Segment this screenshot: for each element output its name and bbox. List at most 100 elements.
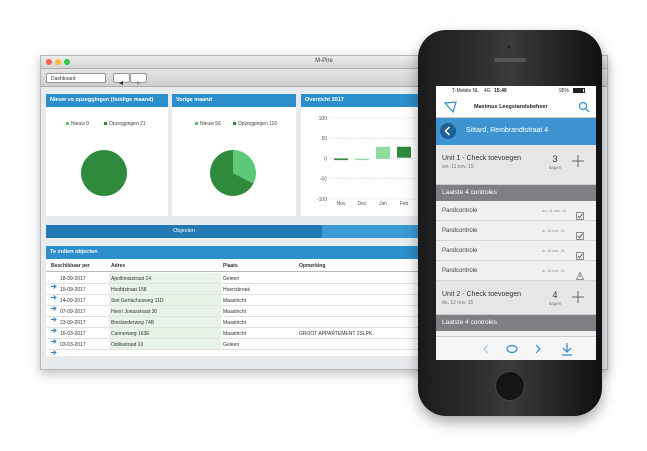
table-cell: 03-03-2017: [60, 342, 86, 348]
legend-swatch: [233, 122, 236, 125]
time: 15:46: [494, 88, 507, 94]
unit-days-label: dagen: [548, 165, 562, 170]
back-button[interactable]: [440, 123, 456, 139]
check-date: di. 10 nov. 15: [542, 229, 565, 233]
arrow-icon: [51, 328, 57, 333]
check-date: di. 10 nov. 15: [542, 249, 565, 253]
section-title: Laatste 4 controles: [442, 319, 497, 326]
legend-entry: Nieuw 0: [71, 121, 89, 127]
back-arrow: [444, 126, 451, 136]
table-row[interactable]: [46, 328, 601, 339]
y-tick-label: 100: [319, 116, 328, 122]
home-button[interactable]: [495, 371, 525, 401]
unit-date: wo, 11 nov, 15: [442, 164, 474, 170]
table-row[interactable]: [46, 284, 601, 295]
app-title: Maximus Leegstandsbeheer: [474, 104, 548, 110]
x-tick-label: Feb: [400, 201, 409, 207]
window-title: M-Pire: [315, 58, 333, 64]
legend-name: Nieuw: [71, 121, 85, 127]
check-row[interactable]: Pandcontrole di. 10 nov. 15: [436, 241, 596, 261]
check-row[interactable]: Pandcontrole wo. 11 nov. 15: [436, 201, 596, 221]
phone: T-Mobile NL 4G 15:46 95% Maximus Leegsta…: [418, 30, 602, 416]
logo: [444, 101, 457, 113]
plus-icon: [572, 155, 584, 167]
add-button[interactable]: [572, 154, 584, 167]
legend-swatch: [195, 122, 198, 125]
table-cell: 18-09-2017: [60, 276, 86, 282]
table-row[interactable]: [46, 317, 601, 328]
check-row[interactable]: Pandcontrole di. 10 nov. 15: [436, 221, 596, 241]
battery-icon: [573, 88, 585, 93]
close-button[interactable]: [46, 59, 52, 65]
next-icon[interactable]: [535, 344, 541, 354]
arrow-icon: [51, 306, 57, 311]
y-tick-label: 50: [321, 136, 327, 142]
table-cell: Maastricht: [223, 331, 247, 337]
tab-objecten[interactable]: Objecten: [46, 225, 322, 238]
check-icon: [576, 252, 584, 260]
table-cell: Odiliastraat 10: [111, 342, 144, 348]
back-button[interactable]: [113, 73, 130, 85]
forward-button[interactable]: [130, 73, 147, 85]
unit-block[interactable]: Unit 2 - Check toevoegen do, 12 nov, 15 4 d…: [436, 281, 596, 315]
row-arrow: [51, 309, 57, 322]
table-cell: 16-03-2017: [60, 331, 86, 337]
back-icon: [119, 81, 123, 85]
zoom-button[interactable]: [64, 59, 70, 65]
address-cell-bg: [109, 273, 221, 283]
bottom-toolbar: [436, 336, 596, 360]
download-icon[interactable]: [562, 343, 572, 356]
check-status: [576, 227, 584, 240]
table-cell: Maastricht: [223, 298, 247, 304]
waterfall-bar: [397, 146, 411, 158]
table-row[interactable]: [46, 339, 601, 350]
pie-slice: [81, 150, 127, 196]
check-date: wo. 11 nov. 15: [542, 209, 567, 213]
check-label: Pandcontrole: [442, 228, 478, 234]
table-row[interactable]: [46, 306, 601, 317]
table-cell: 23-09-2017: [60, 320, 86, 326]
panel-header: Vorige maand: [172, 94, 296, 107]
unit-title: Unit 2 - Check toevoegen: [442, 291, 521, 298]
search-icon[interactable]: [578, 101, 590, 113]
speaker: [494, 58, 526, 62]
row-arrow: [51, 320, 57, 333]
prev-icon[interactable]: [483, 344, 489, 354]
check-icon: [576, 232, 584, 240]
column-header: Plaats: [223, 263, 238, 269]
legend-value: 21: [140, 121, 146, 127]
network: 4G: [484, 88, 491, 94]
view-icon[interactable]: [506, 344, 518, 354]
check-label: Pandcontrole: [442, 208, 478, 214]
table-cell: Maastricht: [223, 320, 247, 326]
arrow-icon: [51, 284, 57, 289]
arrow-icon: [51, 350, 57, 355]
add-button[interactable]: [572, 290, 584, 303]
check-status: [576, 247, 584, 260]
unit-days: 3: [552, 154, 558, 164]
check-row[interactable]: Pandcontrole di. 10 nov. 15: [436, 261, 596, 281]
screen: T-Mobile NL 4G 15:46 95% Maximus Leegsta…: [436, 86, 596, 360]
unit-date: do, 12 nov, 15: [442, 300, 474, 306]
pie-slice: [209, 150, 254, 196]
table-cell: Geleen: [223, 276, 240, 282]
minimize-button[interactable]: [55, 59, 61, 65]
section-header: Laatste 4 controles: [436, 315, 596, 331]
unit-title: Unit 1 - Check toevoegen: [442, 155, 521, 162]
unit-block[interactable]: Unit 1 - Check toevoegen wo, 11 nov, 15 3 d…: [436, 145, 596, 185]
legend-name: Opzeggingen: [109, 121, 139, 127]
legend-entry: Opzeggingen 21: [109, 121, 146, 127]
dashboard-dropdown[interactable]: Dashboard: [46, 73, 106, 83]
x-tick-label: Jan: [379, 201, 387, 207]
table-row[interactable]: [46, 273, 601, 284]
column-header: Adres: [111, 263, 126, 269]
table-cell: Maastricht: [223, 309, 247, 315]
table-cell: Apolloniastraat 14: [111, 276, 152, 282]
legend-name: Nieuw: [200, 121, 214, 127]
panel-header: Nieuw vs opzeggingen (huidige maand): [46, 94, 168, 107]
table-row[interactable]: [46, 295, 601, 306]
table-cell: Bieslanderweg 74B: [111, 320, 155, 326]
waterfall-bar: [334, 158, 348, 161]
